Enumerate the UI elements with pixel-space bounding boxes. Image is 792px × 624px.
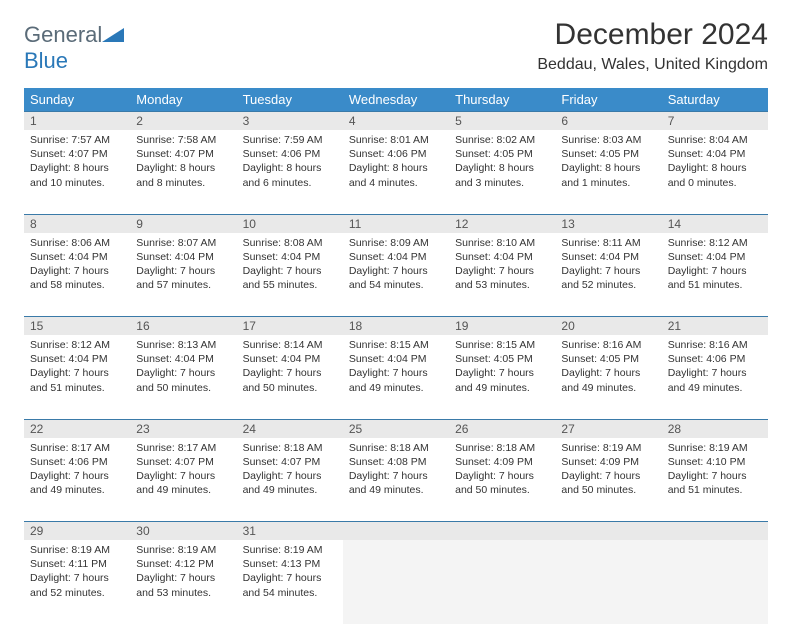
day-number-row: 22232425262728 [24, 419, 768, 438]
header: General Blue December 2024 Beddau, Wales… [24, 18, 768, 74]
day-detail-cell: Sunrise: 8:12 AMSunset: 4:04 PMDaylight:… [662, 233, 768, 317]
day-number-cell: 17 [237, 317, 343, 336]
day-detail-cell [555, 540, 661, 624]
day-detail-cell: Sunrise: 8:07 AMSunset: 4:04 PMDaylight:… [130, 233, 236, 317]
weekday-header-row: SundayMondayTuesdayWednesdayThursdayFrid… [24, 88, 768, 112]
day-number-cell: 18 [343, 317, 449, 336]
logo-text-general: General [24, 22, 102, 47]
day-number-cell: 5 [449, 112, 555, 131]
day-detail-cell: Sunrise: 8:17 AMSunset: 4:07 PMDaylight:… [130, 438, 236, 522]
day-number-cell [343, 522, 449, 541]
day-detail-cell: Sunrise: 8:11 AMSunset: 4:04 PMDaylight:… [555, 233, 661, 317]
calendar-table: SundayMondayTuesdayWednesdayThursdayFrid… [24, 88, 768, 624]
day-detail-cell: Sunrise: 7:57 AMSunset: 4:07 PMDaylight:… [24, 130, 130, 214]
day-number-cell: 11 [343, 214, 449, 233]
day-detail-cell: Sunrise: 8:19 AMSunset: 4:13 PMDaylight:… [237, 540, 343, 624]
day-detail-cell [449, 540, 555, 624]
day-number-row: 1234567 [24, 112, 768, 131]
day-number-cell: 14 [662, 214, 768, 233]
day-number-row: 293031 [24, 522, 768, 541]
day-detail-cell: Sunrise: 8:12 AMSunset: 4:04 PMDaylight:… [24, 335, 130, 419]
day-number-row: 15161718192021 [24, 317, 768, 336]
day-number-cell: 9 [130, 214, 236, 233]
day-detail-row: Sunrise: 8:19 AMSunset: 4:11 PMDaylight:… [24, 540, 768, 624]
day-number-cell [449, 522, 555, 541]
day-number-cell: 19 [449, 317, 555, 336]
day-number-cell: 7 [662, 112, 768, 131]
day-detail-cell [343, 540, 449, 624]
month-title: December 2024 [537, 18, 768, 52]
day-detail-cell: Sunrise: 8:16 AMSunset: 4:06 PMDaylight:… [662, 335, 768, 419]
day-number-cell: 13 [555, 214, 661, 233]
day-detail-cell: Sunrise: 8:15 AMSunset: 4:05 PMDaylight:… [449, 335, 555, 419]
day-detail-row: Sunrise: 8:12 AMSunset: 4:04 PMDaylight:… [24, 335, 768, 419]
day-detail-cell: Sunrise: 8:18 AMSunset: 4:07 PMDaylight:… [237, 438, 343, 522]
weekday-header: Saturday [662, 88, 768, 112]
logo-text-blue: Blue [24, 48, 68, 73]
day-detail-cell: Sunrise: 8:18 AMSunset: 4:08 PMDaylight:… [343, 438, 449, 522]
day-detail-cell: Sunrise: 8:19 AMSunset: 4:12 PMDaylight:… [130, 540, 236, 624]
weekday-header: Monday [130, 88, 236, 112]
day-number-cell: 15 [24, 317, 130, 336]
weekday-header: Tuesday [237, 88, 343, 112]
logo-triangle-icon [102, 28, 124, 42]
day-detail-cell: Sunrise: 8:08 AMSunset: 4:04 PMDaylight:… [237, 233, 343, 317]
day-number-cell: 21 [662, 317, 768, 336]
weekday-header: Thursday [449, 88, 555, 112]
logo: General Blue [24, 18, 124, 74]
day-number-cell: 12 [449, 214, 555, 233]
day-number-cell: 31 [237, 522, 343, 541]
day-detail-row: Sunrise: 8:17 AMSunset: 4:06 PMDaylight:… [24, 438, 768, 522]
weekday-header: Sunday [24, 88, 130, 112]
location: Beddau, Wales, United Kingdom [537, 56, 768, 74]
day-detail-cell: Sunrise: 8:03 AMSunset: 4:05 PMDaylight:… [555, 130, 661, 214]
weekday-header: Wednesday [343, 88, 449, 112]
day-number-cell: 2 [130, 112, 236, 131]
day-detail-cell: Sunrise: 8:19 AMSunset: 4:09 PMDaylight:… [555, 438, 661, 522]
day-detail-cell: Sunrise: 8:13 AMSunset: 4:04 PMDaylight:… [130, 335, 236, 419]
day-detail-cell: Sunrise: 8:18 AMSunset: 4:09 PMDaylight:… [449, 438, 555, 522]
day-detail-cell: Sunrise: 8:17 AMSunset: 4:06 PMDaylight:… [24, 438, 130, 522]
day-detail-cell: Sunrise: 8:16 AMSunset: 4:05 PMDaylight:… [555, 335, 661, 419]
day-number-cell: 26 [449, 419, 555, 438]
day-detail-cell: Sunrise: 8:19 AMSunset: 4:11 PMDaylight:… [24, 540, 130, 624]
day-detail-cell: Sunrise: 8:10 AMSunset: 4:04 PMDaylight:… [449, 233, 555, 317]
day-detail-cell [662, 540, 768, 624]
day-detail-row: Sunrise: 8:06 AMSunset: 4:04 PMDaylight:… [24, 233, 768, 317]
day-number-cell: 8 [24, 214, 130, 233]
day-number-row: 891011121314 [24, 214, 768, 233]
weekday-header: Friday [555, 88, 661, 112]
day-detail-cell: Sunrise: 8:15 AMSunset: 4:04 PMDaylight:… [343, 335, 449, 419]
day-number-cell [555, 522, 661, 541]
day-number-cell: 23 [130, 419, 236, 438]
day-detail-cell: Sunrise: 8:14 AMSunset: 4:04 PMDaylight:… [237, 335, 343, 419]
day-detail-cell: Sunrise: 8:04 AMSunset: 4:04 PMDaylight:… [662, 130, 768, 214]
day-number-cell: 27 [555, 419, 661, 438]
day-detail-cell: Sunrise: 8:09 AMSunset: 4:04 PMDaylight:… [343, 233, 449, 317]
day-number-cell: 28 [662, 419, 768, 438]
day-number-cell: 29 [24, 522, 130, 541]
day-number-cell: 25 [343, 419, 449, 438]
day-number-cell: 24 [237, 419, 343, 438]
day-number-cell: 22 [24, 419, 130, 438]
day-number-cell [662, 522, 768, 541]
day-number-cell: 3 [237, 112, 343, 131]
day-detail-cell: Sunrise: 7:59 AMSunset: 4:06 PMDaylight:… [237, 130, 343, 214]
day-number-cell: 4 [343, 112, 449, 131]
day-detail-cell: Sunrise: 8:06 AMSunset: 4:04 PMDaylight:… [24, 233, 130, 317]
day-detail-cell: Sunrise: 8:01 AMSunset: 4:06 PMDaylight:… [343, 130, 449, 214]
day-number-cell: 6 [555, 112, 661, 131]
day-number-cell: 16 [130, 317, 236, 336]
day-number-cell: 1 [24, 112, 130, 131]
day-detail-cell: Sunrise: 8:02 AMSunset: 4:05 PMDaylight:… [449, 130, 555, 214]
day-detail-row: Sunrise: 7:57 AMSunset: 4:07 PMDaylight:… [24, 130, 768, 214]
title-block: December 2024 Beddau, Wales, United King… [537, 18, 768, 74]
day-number-cell: 30 [130, 522, 236, 541]
day-number-cell: 10 [237, 214, 343, 233]
day-detail-cell: Sunrise: 7:58 AMSunset: 4:07 PMDaylight:… [130, 130, 236, 214]
day-detail-cell: Sunrise: 8:19 AMSunset: 4:10 PMDaylight:… [662, 438, 768, 522]
day-number-cell: 20 [555, 317, 661, 336]
